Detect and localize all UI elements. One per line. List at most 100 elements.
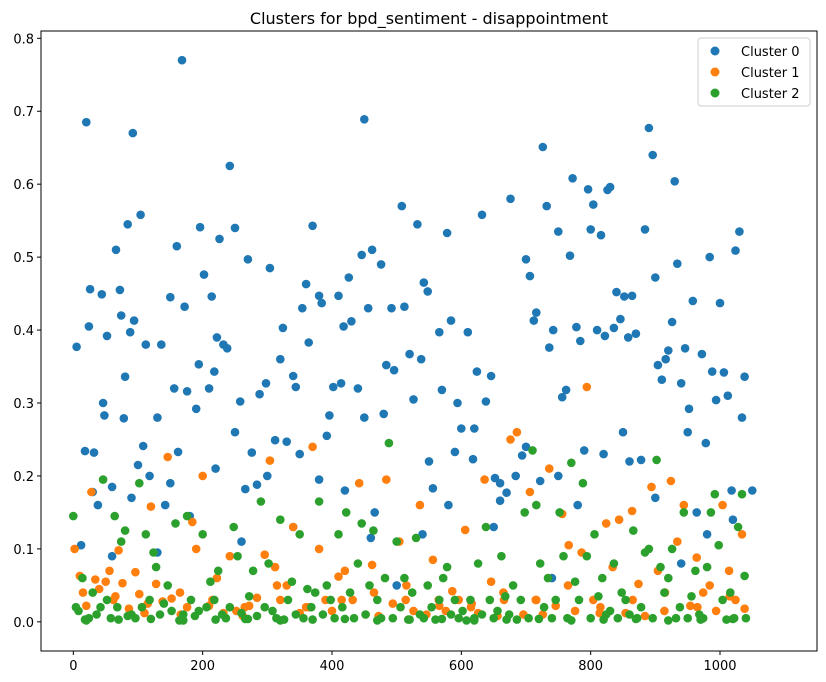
data-point <box>673 537 682 546</box>
data-point <box>707 367 717 376</box>
data-point <box>687 592 696 601</box>
data-point <box>318 610 328 619</box>
data-point <box>120 372 130 382</box>
data-point <box>413 220 422 229</box>
data-point <box>244 592 254 601</box>
y-tick-label: 0.5 <box>13 251 34 266</box>
data-point <box>661 354 670 364</box>
data-point <box>653 360 663 370</box>
data-point <box>673 259 682 269</box>
data-point <box>396 602 405 612</box>
data-point <box>486 577 496 586</box>
data-point <box>369 588 379 597</box>
x-axis: 0 200 400 600 800 1000 <box>69 651 737 674</box>
data-point <box>702 530 712 539</box>
data-point <box>701 438 711 448</box>
data-point <box>347 317 356 326</box>
data-point <box>295 530 305 539</box>
data-point <box>116 311 126 320</box>
plot-frame <box>40 30 818 652</box>
data-point <box>225 161 235 171</box>
data-point <box>388 599 398 608</box>
data-point <box>502 488 511 498</box>
data-point <box>69 511 78 521</box>
data-point <box>538 142 548 152</box>
data-point <box>221 613 231 623</box>
data-point <box>230 223 240 233</box>
data-point <box>82 601 91 611</box>
data-point <box>545 343 554 352</box>
data-point <box>598 573 607 583</box>
data-point <box>435 327 444 337</box>
data-point <box>667 544 677 554</box>
data-point <box>263 471 272 481</box>
data-point <box>149 548 158 557</box>
data-point <box>94 584 104 594</box>
data-point <box>586 225 595 234</box>
data-point <box>419 278 429 287</box>
data-point <box>409 395 418 404</box>
data-point <box>127 493 136 503</box>
data-point <box>647 482 656 492</box>
data-point <box>382 360 391 370</box>
data-point <box>636 602 646 612</box>
data-point <box>521 442 531 452</box>
data-point <box>629 526 638 535</box>
data-point <box>137 602 147 612</box>
data-point <box>683 613 692 623</box>
data-point <box>322 431 332 441</box>
series-2 <box>69 438 751 625</box>
data-point <box>135 589 144 599</box>
data-point <box>145 471 154 481</box>
data-point <box>711 395 721 405</box>
data-point <box>102 331 112 341</box>
x-tick-label: 200 <box>190 659 215 674</box>
data-point <box>353 384 363 393</box>
legend-marker <box>710 88 720 98</box>
data-point <box>572 322 581 332</box>
data-point <box>551 595 560 605</box>
y-tick-label: 0.6 <box>13 178 34 193</box>
data-point <box>191 404 201 414</box>
data-point <box>579 446 589 455</box>
data-point <box>225 602 235 612</box>
data-point <box>543 573 553 583</box>
data-point <box>340 566 350 576</box>
data-point <box>337 595 347 605</box>
data-point <box>715 298 725 308</box>
data-point <box>344 273 354 282</box>
data-point <box>270 435 280 445</box>
data-point <box>740 372 749 382</box>
data-point <box>506 435 515 444</box>
data-point <box>705 581 714 590</box>
data-point <box>177 55 187 65</box>
data-point <box>389 365 399 375</box>
data-point <box>179 616 188 625</box>
data-point <box>450 447 460 457</box>
data-point <box>428 555 438 565</box>
data-point <box>182 602 192 612</box>
data-point <box>473 559 483 568</box>
data-point <box>714 540 723 550</box>
data-point <box>453 398 462 408</box>
data-point <box>548 325 558 335</box>
data-point <box>640 611 650 621</box>
data-point <box>376 260 386 269</box>
data-point <box>115 285 125 295</box>
data-point <box>529 316 539 325</box>
y-tick-label: 0.0 <box>13 616 34 631</box>
data-point <box>151 579 161 589</box>
data-point <box>539 602 549 612</box>
data-point <box>370 508 380 517</box>
data-point <box>444 500 453 510</box>
data-point <box>582 382 592 392</box>
data-point <box>573 500 582 510</box>
data-point <box>235 397 245 406</box>
data-point <box>472 367 482 376</box>
data-point <box>357 519 367 528</box>
y-tick-label: 0.8 <box>13 32 34 47</box>
data-point <box>268 606 277 616</box>
data-point <box>565 251 575 260</box>
data-point <box>334 530 343 539</box>
